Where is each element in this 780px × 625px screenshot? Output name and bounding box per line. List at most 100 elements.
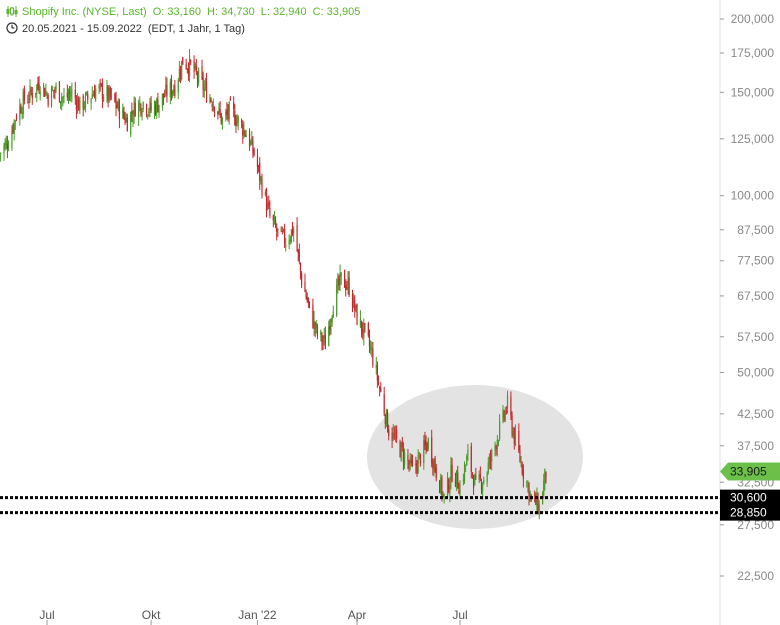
candle-body <box>329 325 331 330</box>
y-tick-label: 77,500 <box>737 254 774 268</box>
candle-body <box>510 396 512 416</box>
y-tick-label: 37,500 <box>737 439 774 453</box>
candle-body <box>5 140 7 146</box>
candle-body <box>20 107 22 113</box>
candle-body <box>419 454 421 465</box>
candle-body <box>86 92 88 95</box>
candle-body <box>522 470 524 479</box>
candle-body <box>519 450 521 462</box>
candle-body <box>31 93 33 99</box>
candle-body <box>274 220 277 227</box>
candle-body <box>457 472 459 489</box>
candle-body <box>169 82 171 98</box>
last-price-label: 33,905 <box>730 464 767 478</box>
candle-body <box>139 102 141 105</box>
candle-body <box>426 444 428 451</box>
candle-body <box>194 64 196 69</box>
candle-body <box>528 483 530 500</box>
candle-body <box>376 364 378 381</box>
candle-body <box>503 412 505 418</box>
x-tick-label: Jan '22 <box>238 608 277 622</box>
x-tick-label: Jul <box>39 608 54 622</box>
candle-body <box>314 322 316 329</box>
y-tick-label: 100,000 <box>731 189 775 203</box>
candle-body <box>338 276 340 286</box>
candle-body <box>35 92 37 95</box>
candle-body <box>110 92 113 96</box>
candle-body <box>486 472 488 483</box>
candle-body <box>148 111 150 113</box>
candle-body <box>100 83 102 86</box>
candle-body <box>449 485 451 494</box>
candle-body <box>102 96 105 101</box>
candle-body <box>63 95 65 98</box>
candle-body <box>45 91 47 95</box>
candle-body <box>480 481 483 490</box>
candle-body <box>244 131 246 136</box>
candle-body <box>323 335 325 339</box>
candle-body <box>58 81 61 103</box>
candle-body <box>432 461 434 469</box>
candle-body <box>324 335 326 350</box>
candle-body <box>220 113 222 124</box>
candle-body <box>537 496 539 514</box>
candle-body <box>19 105 21 120</box>
candle-body <box>52 89 54 91</box>
candle-body <box>400 442 402 460</box>
candle-body <box>368 337 371 347</box>
candle-body <box>513 428 515 445</box>
candle-body <box>495 446 497 450</box>
candle-body <box>337 279 339 286</box>
candle-body <box>291 225 294 235</box>
candle-body <box>399 441 401 458</box>
candle-body <box>471 473 474 475</box>
y-tick-label: 57,500 <box>737 330 774 344</box>
candle-body <box>526 481 528 483</box>
candle-body <box>320 330 322 335</box>
candle-body <box>225 112 227 116</box>
candle-body <box>363 322 365 338</box>
candle-body <box>114 93 116 102</box>
candle-body <box>38 83 40 92</box>
candle-body <box>379 387 381 389</box>
candle-body <box>195 65 197 72</box>
candle-body <box>106 86 108 97</box>
candle-body <box>211 103 213 108</box>
candle-body <box>321 334 323 343</box>
candle-body <box>14 120 16 122</box>
candle-body <box>273 218 276 221</box>
candle-body <box>544 468 546 484</box>
candle-body <box>108 88 110 101</box>
candle-body <box>265 193 268 212</box>
candle-body <box>482 484 484 492</box>
y-tick-label: 27,500 <box>737 518 774 532</box>
candle-body <box>308 301 311 303</box>
candle-body <box>145 104 148 115</box>
candle-body <box>22 92 24 115</box>
candle-body <box>456 470 458 484</box>
candle-body <box>76 99 79 113</box>
candle-body <box>95 88 97 100</box>
candle-body <box>44 88 46 97</box>
candle-body <box>23 89 25 101</box>
candle-body <box>339 272 341 286</box>
candle-body <box>403 452 406 466</box>
candle-body <box>259 162 261 182</box>
candle-body <box>234 111 236 125</box>
candle-body <box>362 329 364 335</box>
candle-body <box>433 460 435 472</box>
candle-body <box>446 477 449 497</box>
candle-body <box>202 76 204 90</box>
candle-body <box>257 165 260 167</box>
candle-body <box>235 122 237 126</box>
candle-body <box>118 101 121 120</box>
candle-body <box>75 99 78 110</box>
candle-body <box>47 95 49 105</box>
candle-body <box>370 347 372 349</box>
candle-body <box>345 285 347 291</box>
candle-body <box>99 82 101 84</box>
candle-body <box>124 116 126 124</box>
candle-body <box>126 117 128 132</box>
candle-body <box>371 348 373 351</box>
